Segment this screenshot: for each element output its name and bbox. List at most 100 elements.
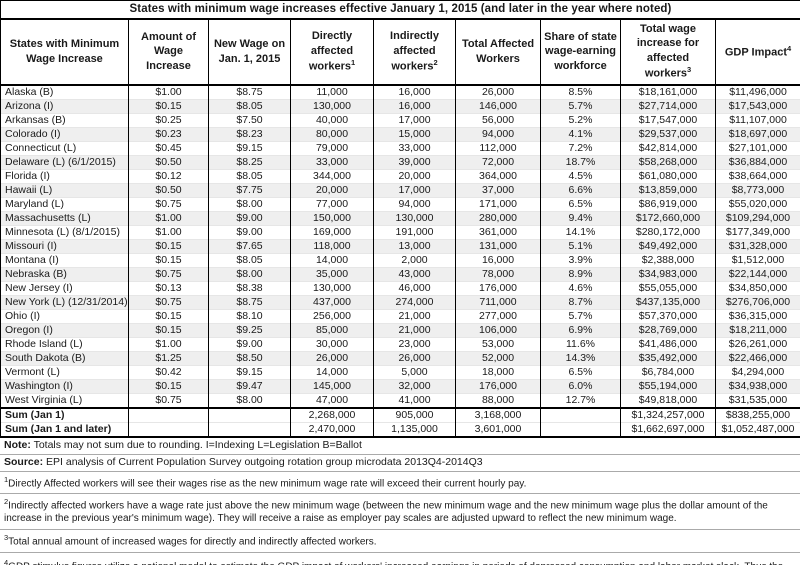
- value-cell: 80,000: [290, 126, 374, 141]
- value-cell: 41,000: [373, 392, 456, 408]
- table-row: Maryland (L) $0.75 $8.00 77,000 94,000 171,00…: [0, 196, 800, 211]
- value-cell: 3.9%: [540, 252, 621, 267]
- value-cell: 26,000: [455, 84, 541, 99]
- value-cell: $8.50: [208, 350, 291, 365]
- value-cell: $29,537,000: [620, 126, 716, 141]
- value-cell: 77,000: [290, 196, 374, 211]
- column-header: Total Affected Workers: [455, 18, 541, 86]
- table-row: Rhode Island (L) $1.00 $9.00 30,000 23,000 53…: [0, 336, 800, 351]
- value-cell: 85,000: [290, 322, 374, 337]
- value-cell: $8,773,000: [715, 182, 800, 197]
- note-label: Note:: [4, 438, 31, 451]
- footnote-text: Directly Affected workers will see their…: [8, 477, 527, 489]
- value-cell: $61,080,000: [620, 168, 716, 183]
- value-cell: $0.13: [128, 280, 209, 295]
- value-cell: 8.5%: [540, 84, 621, 99]
- value-cell: 6.0%: [540, 378, 621, 393]
- value-cell: 905,000: [373, 406, 456, 422]
- sum-row: Sum (Jan 1 and later) 2,470,000 1,135,000 3…: [0, 421, 800, 438]
- value-cell: $8.38: [208, 280, 291, 295]
- value-cell: $8.00: [208, 196, 291, 211]
- state-cell: West Virginia (L): [0, 392, 129, 408]
- value-cell: 72,000: [455, 154, 541, 169]
- value-cell: $34,983,000: [620, 266, 716, 281]
- table-row: Colorado (I) $0.23 $8.23 80,000 15,000 94,000…: [0, 126, 800, 141]
- value-cell: $109,294,000: [715, 210, 800, 225]
- value-cell: 47,000: [290, 392, 374, 408]
- value-cell: $11,107,000: [715, 112, 800, 127]
- value-cell: $1,052,487,000: [715, 421, 800, 438]
- state-cell: New York (L) (12/31/2014): [0, 294, 129, 309]
- value-cell: 56,000: [455, 112, 541, 127]
- table-row: New York (L) (12/31/2014) $0.75 $8.75 437,0…: [0, 294, 800, 309]
- value-cell: $22,466,000: [715, 350, 800, 365]
- value-cell: 118,000: [290, 238, 374, 253]
- table-title: States with minimum wage increases effec…: [0, 0, 800, 20]
- footnote: 1Directly Affected workers will see thei…: [0, 472, 800, 495]
- value-cell: $0.15: [128, 238, 209, 253]
- column-header: Directly affected workers1: [290, 18, 374, 86]
- value-cell: $86,919,000: [620, 196, 716, 211]
- value-cell: $0.15: [128, 98, 209, 113]
- value-cell: $34,850,000: [715, 280, 800, 295]
- value-cell: 17,000: [373, 182, 456, 197]
- value-cell: 14.1%: [540, 224, 621, 239]
- state-cell: Florida (I): [0, 168, 129, 183]
- footnote: 4GDP stimulus figures utilize a national…: [0, 553, 800, 565]
- value-cell: $838,255,000: [715, 406, 800, 422]
- footnote: 2Indirectly affected workers have a wage…: [0, 494, 800, 530]
- value-cell: 18,000: [455, 364, 541, 379]
- value-cell: $8.00: [208, 392, 291, 408]
- value-cell: 2,470,000: [290, 421, 374, 438]
- state-cell: Massachusetts (L): [0, 210, 129, 225]
- value-cell: 3,601,000: [455, 421, 541, 438]
- value-cell: 5.2%: [540, 112, 621, 127]
- value-cell: $8.00: [208, 266, 291, 281]
- value-cell: $8.05: [208, 98, 291, 113]
- value-cell: 2,000: [373, 252, 456, 267]
- value-cell: $4,294,000: [715, 364, 800, 379]
- value-cell: $9.00: [208, 224, 291, 239]
- value-cell: 171,000: [455, 196, 541, 211]
- value-cell: $0.42: [128, 364, 209, 379]
- value-cell: $0.15: [128, 378, 209, 393]
- footnote-sup: 4: [4, 557, 9, 565]
- value-cell: 711,000: [455, 294, 541, 309]
- value-cell: $17,547,000: [620, 112, 716, 127]
- value-cell: 131,000: [455, 238, 541, 253]
- sum-row: Sum (Jan 1) 2,268,000 905,000 3,168,000 $1,3…: [0, 406, 800, 422]
- value-cell: $1,324,257,000: [620, 406, 716, 422]
- value-cell: [208, 406, 291, 422]
- value-cell: 176,000: [455, 378, 541, 393]
- main-table: States with minimum wage increases effec…: [0, 0, 800, 438]
- table-row: Washington (I) $0.15 $9.47 145,000 32,000 176…: [0, 378, 800, 393]
- value-cell: $8.23: [208, 126, 291, 141]
- table-row: Massachusetts (L) $1.00 $9.00 150,000 130,00…: [0, 210, 800, 225]
- column-header: States with Minimum Wage Increase: [0, 18, 129, 86]
- table-row: Arizona (I) $0.15 $8.05 130,000 16,000 146,00…: [0, 98, 800, 113]
- value-cell: 79,000: [290, 140, 374, 155]
- value-cell: 15,000: [373, 126, 456, 141]
- value-cell: $31,535,000: [715, 392, 800, 408]
- value-cell: $31,328,000: [715, 238, 800, 253]
- value-cell: 2,268,000: [290, 406, 374, 422]
- value-cell: $26,261,000: [715, 336, 800, 351]
- table-row: Delaware (L) (6/1/2015) $0.50 $8.25 33,000 3…: [0, 154, 800, 169]
- column-header: GDP Impact4: [715, 18, 800, 86]
- value-cell: 16,000: [373, 98, 456, 113]
- value-cell: 33,000: [373, 140, 456, 155]
- value-cell: $8.75: [208, 294, 291, 309]
- value-cell: 9.4%: [540, 210, 621, 225]
- value-cell: 274,000: [373, 294, 456, 309]
- value-cell: $9.47: [208, 378, 291, 393]
- state-cell: Arizona (I): [0, 98, 129, 113]
- value-cell: $280,172,000: [620, 224, 716, 239]
- value-cell: 8.9%: [540, 266, 621, 281]
- state-cell: South Dakota (B): [0, 350, 129, 365]
- value-cell: 39,000: [373, 154, 456, 169]
- value-cell: 6.5%: [540, 196, 621, 211]
- value-cell: 88,000: [455, 392, 541, 408]
- value-cell: 14,000: [290, 252, 374, 267]
- value-cell: $2,388,000: [620, 252, 716, 267]
- table-row: Arkansas (B) $0.25 $7.50 40,000 17,000 56,000…: [0, 112, 800, 127]
